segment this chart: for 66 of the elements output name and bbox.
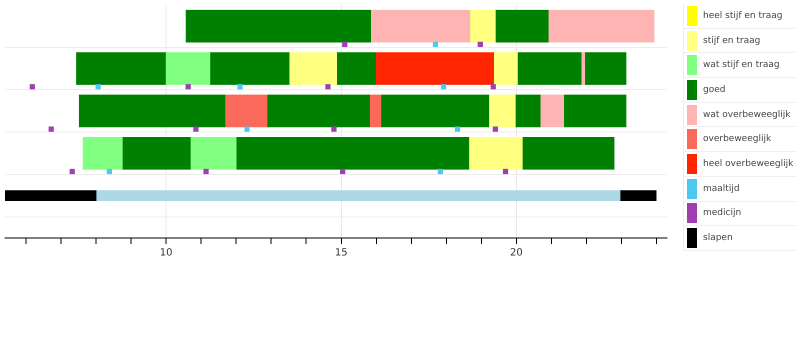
bar <box>267 94 370 128</box>
point <box>193 126 199 132</box>
legend-label: wat stijf en traag <box>703 60 780 70</box>
bar <box>489 94 516 128</box>
point <box>70 168 75 174</box>
bar <box>522 136 614 170</box>
bar <box>548 10 654 43</box>
bar <box>470 10 496 43</box>
point <box>342 42 348 48</box>
point <box>325 84 331 90</box>
point <box>186 84 191 90</box>
point <box>30 84 35 90</box>
legend-label: wat overbeweeglijk <box>703 110 790 120</box>
bar <box>494 52 518 85</box>
point <box>106 168 112 174</box>
bar <box>564 94 626 128</box>
point <box>203 168 209 174</box>
bar <box>122 136 192 170</box>
legend-label: slapen <box>703 233 733 244</box>
legend-label: maaltijd <box>703 184 740 194</box>
bar <box>190 136 237 170</box>
x-tick-label: 20 <box>510 248 523 259</box>
bar <box>96 190 620 201</box>
legend-label: overbeweeglijk <box>703 134 772 144</box>
bar <box>166 52 210 85</box>
bar <box>5 190 96 201</box>
bar <box>210 52 290 85</box>
bar <box>236 136 470 170</box>
bar <box>517 52 582 85</box>
x-tick-label: 15 <box>334 248 348 259</box>
bar <box>78 94 226 128</box>
point <box>96 84 101 90</box>
bar <box>620 190 656 201</box>
point <box>432 42 438 48</box>
bar <box>375 52 495 85</box>
legend-label: heel stijf en traag <box>703 10 782 21</box>
bar <box>82 136 123 170</box>
point <box>490 84 496 90</box>
bar <box>585 52 626 85</box>
bar <box>76 52 166 85</box>
point <box>492 126 498 132</box>
bar <box>515 94 541 128</box>
point <box>331 126 337 132</box>
legend-label: stijf en traag <box>703 36 760 46</box>
bar <box>336 52 376 85</box>
bar <box>289 52 338 85</box>
bar <box>381 94 490 128</box>
legend-label: medicijn <box>703 208 742 218</box>
bar <box>540 94 565 128</box>
point <box>237 84 243 90</box>
legend-label: goed <box>703 84 726 95</box>
point <box>48 126 54 132</box>
legend-label: heel overbeweeglijk <box>703 158 794 169</box>
bar <box>224 94 268 128</box>
point <box>244 126 250 132</box>
bar <box>495 10 549 43</box>
bar <box>186 10 372 43</box>
bar <box>370 10 471 43</box>
point <box>438 168 443 174</box>
bar <box>469 136 523 170</box>
point <box>454 126 460 132</box>
point <box>340 168 346 174</box>
point <box>478 42 483 48</box>
point <box>502 168 508 174</box>
x-tick-label: 10 <box>160 248 172 259</box>
point <box>440 84 446 90</box>
